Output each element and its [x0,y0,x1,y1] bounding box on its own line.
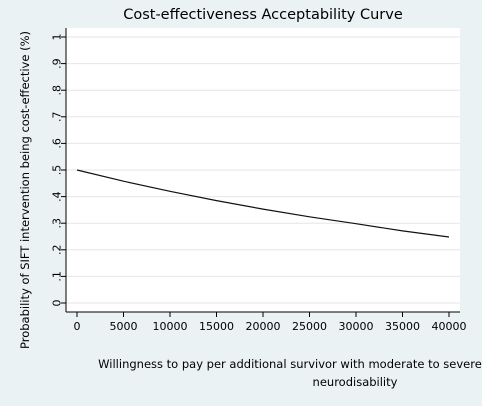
x-axis-title-line2: neurodisability [313,375,398,389]
x-tick-label: 10000 [153,320,188,333]
y-tick-label: .6 [51,138,64,149]
chart-title: Cost-effectiveness Acceptability Curve [123,7,403,23]
series-layer [76,169,450,238]
x-tick-label: 30000 [339,320,374,333]
y-tick-label: .1 [51,271,64,282]
x-tick-label: 35000 [385,320,420,333]
y-tick-label: .4 [51,191,64,202]
y-tick-label: .7 [51,112,64,123]
y-tick-label: .5 [51,165,64,176]
y-tick-label: 1 [51,34,64,41]
y-tick-label: .3 [51,218,64,229]
y-axis-title: Probability of SIFT intervention being c… [18,31,32,349]
grid-lines [66,36,460,304]
y-tick-label: .2 [51,245,64,256]
x-tick-label: 20000 [246,320,281,333]
y-tick-label: 0 [51,300,64,307]
x-tick-label: 0 [74,320,81,333]
y-tick-label: .8 [51,85,64,96]
series-line [76,169,450,238]
x-tick-label: 15000 [199,320,234,333]
x-tick-label: 25000 [292,320,327,333]
axes: 0 .1 .2 .3 .4 .5 .6 .7 .8 .9 1 0 5000 10000 15000 20000… [51,28,467,333]
x-tick-label: 5000 [110,320,138,333]
x-axis-title-line1: Willingness to pay per additional surviv… [98,357,482,371]
x-tick-label: 40000 [432,320,467,333]
y-tick-label: .9 [51,58,64,69]
